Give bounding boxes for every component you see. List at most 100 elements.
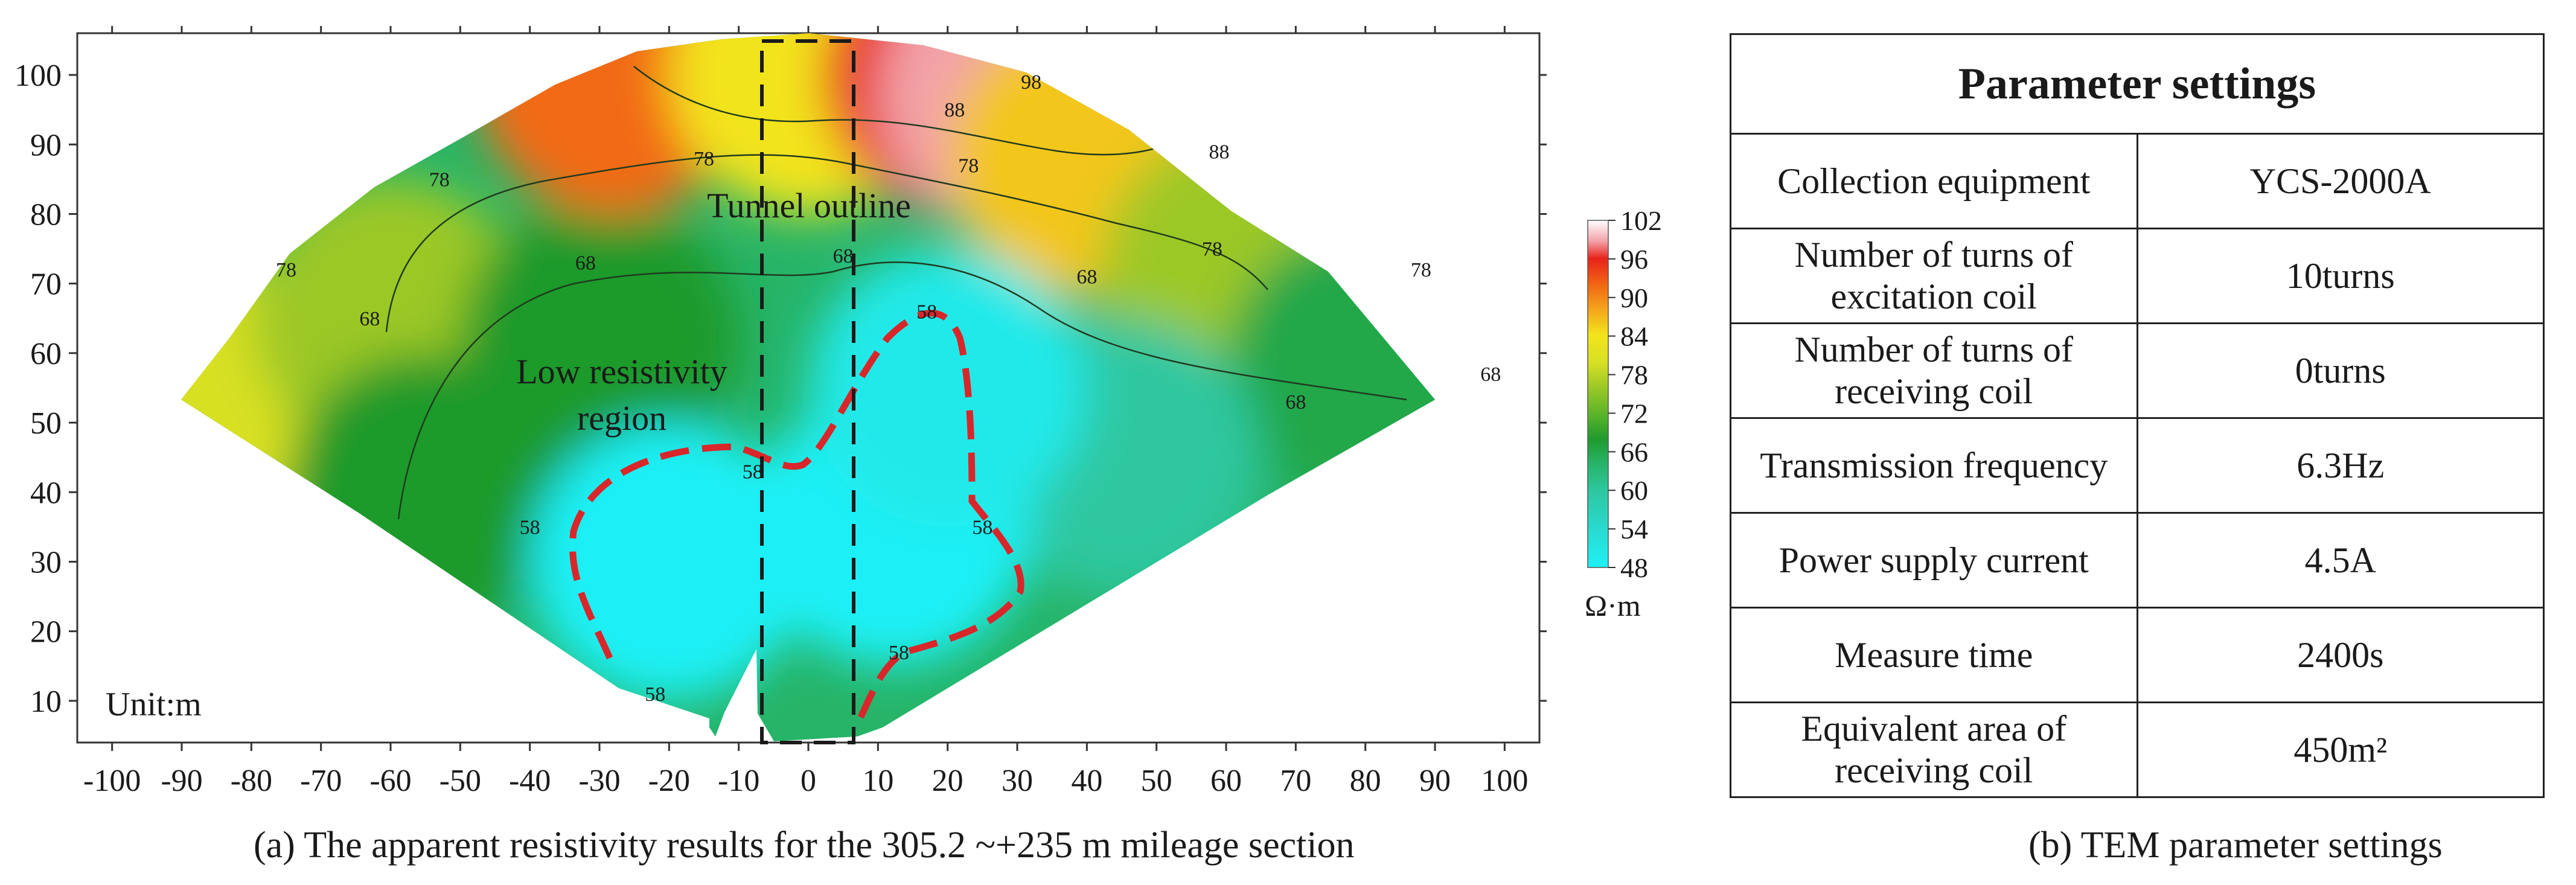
contour-label: 58: [520, 516, 540, 538]
param-value: YCS-2000A: [2136, 133, 2545, 229]
low-resistivity-label-line1: Low resistivity: [516, 352, 727, 391]
x-tick-label: 60: [1210, 764, 1242, 798]
x-tick-label: 20: [932, 764, 964, 798]
param-label: Number of turns of excitation coil: [1730, 228, 2138, 324]
x-tick-label: -50: [439, 764, 481, 798]
y-tick-label: 80: [30, 198, 62, 232]
x-tick-label: 40: [1071, 764, 1102, 798]
param-label: Collection equipment: [1730, 133, 2138, 229]
table-title: Parameter settings: [1730, 33, 2545, 135]
table-row: Number of turns of receiving coil 0turns: [1730, 322, 2545, 419]
colorbar-tick-label: 72: [1620, 398, 1648, 429]
colorbar: 102 96 90 84 78 72 66 60 54 48 Ω·m: [1585, 205, 1662, 622]
contour-label: 78: [1411, 259, 1431, 281]
colorbar-tick-label: 60: [1620, 475, 1648, 506]
y-tick-label: 70: [30, 267, 62, 302]
y-axis: 10 20 30 40 50 60 70 80 90 100: [14, 59, 1547, 719]
contour-label: 68: [1076, 266, 1097, 289]
heat-sample-3: [461, 200, 738, 478]
param-label: Power supply current: [1730, 512, 2138, 609]
colorbar-tick-label: 78: [1620, 360, 1648, 391]
contour-line-88: [633, 66, 1178, 156]
colorbar-gradient: [1587, 220, 1609, 568]
param-label: Number of turns of receiving coil: [1730, 322, 2138, 419]
y-tick-label: 30: [30, 545, 62, 580]
y-tick-label: 100: [14, 59, 62, 93]
tunnel-outline-box: [760, 39, 855, 744]
contour-label: 88: [944, 99, 965, 121]
contour-label: 78: [958, 155, 979, 177]
low-resistivity-boundary: [569, 310, 1024, 726]
y-tick-label: 10: [30, 685, 62, 719]
y-tick-label: 50: [30, 406, 62, 441]
param-label: Equivalent area of receiving coil: [1730, 701, 2138, 798]
param-label: Transmission frequency: [1730, 417, 2138, 514]
contour-label: 58: [889, 642, 909, 664]
contour-label: 98: [1021, 71, 1041, 94]
x-tick-label: 30: [1002, 764, 1033, 798]
table-row: Power supply current 4.5A: [1730, 512, 2545, 609]
y-tick-label: 90: [30, 128, 62, 162]
x-tick-label: -70: [300, 764, 342, 798]
x-axis: -100 -90 -80 -70 -60 -50 -40 -30 -20 -10 0 10 20 30 40…: [83, 26, 1528, 798]
contour-label: 78: [1202, 238, 1222, 261]
table-row: Measure time 2400s: [1730, 607, 2545, 703]
contour-label: 58: [972, 516, 992, 538]
param-value: 4.5A: [2136, 512, 2545, 609]
table-row: Number of turns of excitation coil 10turn…: [1730, 228, 2545, 324]
contour-label: 68: [1480, 363, 1501, 386]
x-tick-label: 90: [1419, 764, 1451, 798]
table-row: Transmission frequency 6.3Hz: [1730, 417, 2545, 514]
x-tick-label: -90: [161, 764, 202, 798]
contour-label: 58: [743, 461, 763, 483]
resistivity-chart: 98 88 88 78 78 78 78 78 78 68 68 68 68 68 68 58 58 58 58 58…: [14, 26, 1662, 798]
heat-sample-14: [808, 249, 1087, 527]
x-tick-label: -60: [369, 764, 411, 798]
x-tick-label: -30: [578, 764, 620, 798]
x-tick-label: 70: [1280, 764, 1311, 798]
contour-label: 78: [429, 168, 450, 191]
resistivity-chart-panel: 98 88 88 78 78 78 78 78 78 68 68 68 68 68 68 58 58 58 58 58…: [14, 26, 1662, 866]
param-value: 0turns: [2136, 322, 2545, 419]
heatmap-layer: [181, 33, 1435, 741]
table-header-row: Parameter settings: [1730, 33, 2545, 135]
colorbar-tick-label: 84: [1620, 321, 1648, 352]
x-tick-label: 0: [801, 764, 816, 798]
colorbar-tick-label: 48: [1620, 552, 1648, 583]
heat-sample-10: [1226, 228, 1435, 506]
low-resistivity-label-line2: region: [577, 398, 666, 438]
y-tick-label: 60: [30, 337, 62, 371]
param-value: 6.3Hz: [2136, 417, 2545, 514]
x-tick-label: -100: [83, 764, 141, 798]
colorbar-tick-label: 66: [1620, 436, 1648, 467]
x-tick-label: -10: [718, 764, 759, 798]
colorbar-tick-label: 102: [1620, 205, 1662, 236]
contour-label: 68: [833, 245, 854, 267]
colorbar-tick-label: 54: [1620, 514, 1648, 545]
contour-label: 78: [694, 148, 714, 170]
table-row: Equivalent area of receiving coil 450m²: [1730, 701, 2545, 798]
colorbar-tick-label: 90: [1620, 283, 1648, 313]
contour-label: 78: [276, 259, 296, 281]
contour-label: 58: [916, 301, 937, 323]
tunnel-outline-label: Tunnel outline: [707, 186, 911, 225]
x-tick-label: 80: [1350, 764, 1381, 798]
colorbar-unit: Ω·m: [1585, 589, 1641, 622]
colorbar-ticks: 102 96 90 84 78 72 66 60 54 48: [1608, 205, 1662, 583]
y-tick-label: 40: [30, 476, 62, 510]
table-row: Collection equipment YCS-2000A: [1730, 133, 2545, 229]
contour-label: 88: [1209, 141, 1229, 163]
param-value: 450m²: [2136, 701, 2545, 798]
contour-label: 68: [1285, 391, 1306, 414]
contour-label: 68: [359, 308, 380, 330]
x-tick-label: -20: [648, 764, 690, 798]
colorbar-tick-label: 96: [1620, 244, 1648, 275]
caption-chart: (a) The apparent resistivity results for…: [254, 825, 1355, 866]
contour-label: 58: [645, 683, 665, 706]
x-tick-label: 10: [862, 764, 893, 798]
x-tick-label: 100: [1481, 764, 1528, 798]
heat-sample-4: [475, 33, 753, 214]
parameter-table: Parameter settings Collection equipment Y…: [1730, 33, 2545, 798]
x-tick-label: 50: [1141, 764, 1172, 798]
y-tick-label: 20: [30, 615, 62, 650]
